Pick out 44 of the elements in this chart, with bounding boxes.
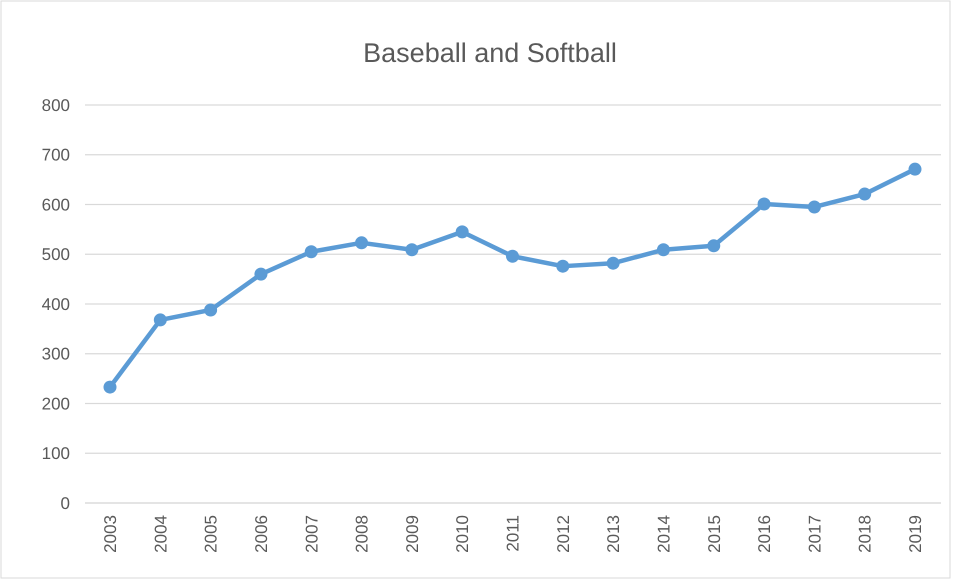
y-tick-label: 700 (42, 146, 70, 165)
x-tick-label: 2008 (352, 515, 372, 553)
x-tick-label: 2016 (755, 515, 774, 553)
x-tick-label: 2019 (906, 515, 925, 553)
point (556, 260, 570, 273)
point (908, 162, 922, 176)
x-tick-label: 2003 (101, 515, 120, 553)
point (606, 256, 620, 270)
x-tick-label: 2007 (302, 515, 322, 553)
chart-title: Baseball and Softball (363, 38, 617, 68)
x-tick-label: 2014 (654, 515, 674, 553)
x-tick-label: 2005 (202, 515, 221, 553)
point (758, 198, 771, 211)
point (506, 250, 519, 263)
y-tick-label: 500 (42, 245, 70, 264)
y-tick-label: 400 (42, 294, 70, 314)
point (204, 303, 218, 316)
x-tick-label: 2010 (453, 515, 472, 553)
x-tick-label: 2004 (151, 515, 170, 553)
point (707, 239, 720, 252)
x-tick-label: 2009 (402, 515, 422, 553)
x-tick-label: 2018 (856, 515, 875, 553)
x-tick-label: 2013 (604, 515, 624, 553)
y-tick-label: 600 (42, 195, 70, 214)
point (405, 243, 418, 256)
point (104, 380, 116, 394)
point (304, 245, 318, 258)
y-tick-label: 100 (42, 444, 70, 464)
x-tick-label: 2012 (554, 515, 573, 553)
y-tick-label: 0 (60, 494, 70, 513)
point (858, 188, 872, 201)
point (456, 225, 469, 238)
x-tick-label: 2011 (504, 515, 522, 552)
point (154, 313, 167, 326)
x-tick-label: 2006 (252, 515, 271, 553)
y-tick-label: 300 (42, 344, 70, 364)
x-tick-label: 2017 (805, 515, 824, 553)
point (808, 200, 821, 214)
point (254, 268, 268, 281)
x-tick-label: 2015 (704, 515, 724, 553)
y-tick-label: 800 (42, 96, 70, 115)
y-tick-label: 200 (42, 394, 70, 414)
point (355, 236, 368, 250)
point (656, 243, 670, 256)
